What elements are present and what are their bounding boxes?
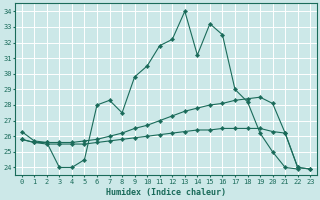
X-axis label: Humidex (Indice chaleur): Humidex (Indice chaleur) <box>106 188 226 197</box>
